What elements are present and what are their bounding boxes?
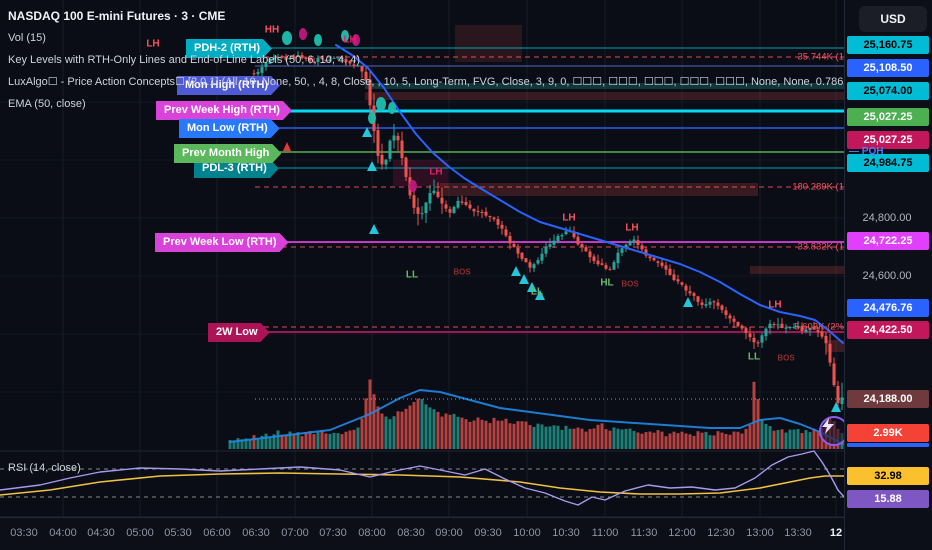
price-label-chip: 24,476.76: [847, 299, 929, 317]
price-tick: 24,800.00: [862, 212, 912, 224]
price-label-chip: 24,422.50: [847, 321, 929, 339]
time-tick: 10:00: [513, 527, 541, 539]
annotation-bos: BOS: [621, 279, 639, 289]
annotation-bos: BOS: [453, 267, 471, 277]
time-tick: 13:30: [784, 527, 812, 539]
level-tag-2w-low[interactable]: 2W Low: [208, 323, 270, 342]
time-tick: 06:30: [242, 527, 270, 539]
level-tag-mon-low-rth-[interactable]: Mon Low (RTH): [179, 119, 280, 138]
price-label-chip: 24,188.00: [847, 390, 929, 408]
price-label-chip: 25,108.50: [847, 59, 929, 77]
annotation-lh: LH: [343, 34, 357, 46]
price-label-chip: 32.98: [847, 467, 929, 485]
price-label-chip: 25,027.25: [847, 131, 929, 149]
price-axis[interactable]: USD 25,160.75 25,108.50 25,074.00 25,027.25…: [844, 0, 932, 550]
time-tick: 03:30: [10, 527, 38, 539]
level-tag-prev-week-low-rth-[interactable]: Prev Week Low (RTH): [155, 233, 289, 252]
time-tick: 05:00: [126, 527, 154, 539]
time-tick: 11:00: [591, 527, 619, 539]
annotation-lh: LH: [562, 212, 576, 224]
time-tick: 05:30: [164, 527, 192, 539]
time-tick: 04:30: [87, 527, 115, 539]
time-tick: 12:00: [668, 527, 696, 539]
annotation-lh: LH: [146, 38, 160, 50]
price-label-chip: 25,074.00: [847, 82, 929, 100]
time-tick: 10:30: [552, 527, 580, 539]
price-label-chip: 15.88: [847, 490, 929, 508]
time-tick: 08:00: [358, 527, 386, 539]
time-tick: 12: [829, 527, 843, 539]
level-tag-pdl-3-rth-[interactable]: PDL-3 (RTH): [194, 159, 279, 178]
rsi-indicator-label[interactable]: RSI (14, close): [8, 462, 81, 474]
annotation-ll: LL: [747, 351, 761, 363]
annotation-ll: LL: [405, 269, 419, 281]
time-tick: 12:30: [707, 527, 735, 539]
annotation-lh: LH: [429, 166, 443, 178]
time-tick: 09:00: [435, 527, 463, 539]
annotation-bos: BOS: [777, 353, 795, 363]
price-label-chip: 25,160.75: [847, 36, 929, 54]
annotation-lh: LH: [625, 222, 639, 234]
time-axis[interactable]: 03:30 04:00 04:30 05:00 05:30 06:00 06:30 07:00…: [0, 517, 932, 550]
pqh-label: — PQH: [849, 146, 884, 157]
price-label-chip: 24,984.75: [847, 154, 929, 172]
annotation-hl: HL: [600, 277, 614, 289]
time-tick: 04:00: [49, 527, 77, 539]
level-tag-pdh-2-rth-[interactable]: PDH-2 (RTH): [186, 39, 272, 58]
time-tick: 07:00: [281, 527, 309, 539]
price-label-chip: 25,027.25: [847, 108, 929, 126]
time-tick: 09:30: [474, 527, 502, 539]
time-tick: 08:30: [397, 527, 425, 539]
time-tick: 07:30: [319, 527, 347, 539]
annotation-ll: LL: [530, 286, 544, 298]
time-tick: 13:00: [746, 527, 774, 539]
liquidity-label: 33.832K (1: [797, 241, 844, 253]
annotation-hh: HH: [264, 24, 280, 36]
time-tick: 06:00: [203, 527, 231, 539]
price-tick: 24,600.00: [862, 270, 912, 282]
price-label-chip: 24,722.25: [847, 232, 929, 250]
volume-ma-label-strip: [847, 443, 929, 447]
liquidity-label: 180.289K (1: [792, 181, 844, 193]
annotation-lh: LH: [768, 299, 782, 311]
price-label-chip: 2.99K: [847, 424, 929, 442]
currency-toggle-button[interactable]: USD: [859, 6, 927, 32]
time-tick: 11:30: [630, 527, 658, 539]
level-tag-mon-high-rth-[interactable]: Mon High (RTH): [177, 76, 280, 95]
level-tag-prev-week-high-rth-[interactable]: Prev Week High (RTH): [156, 101, 292, 120]
liquidity-label: 5.603K (2%: [794, 321, 844, 333]
lightning-icon: [822, 418, 834, 434]
level-tag-prev-month-high[interactable]: Prev Month High: [174, 144, 281, 163]
liquidity-label: 35.744K (1: [797, 51, 844, 63]
